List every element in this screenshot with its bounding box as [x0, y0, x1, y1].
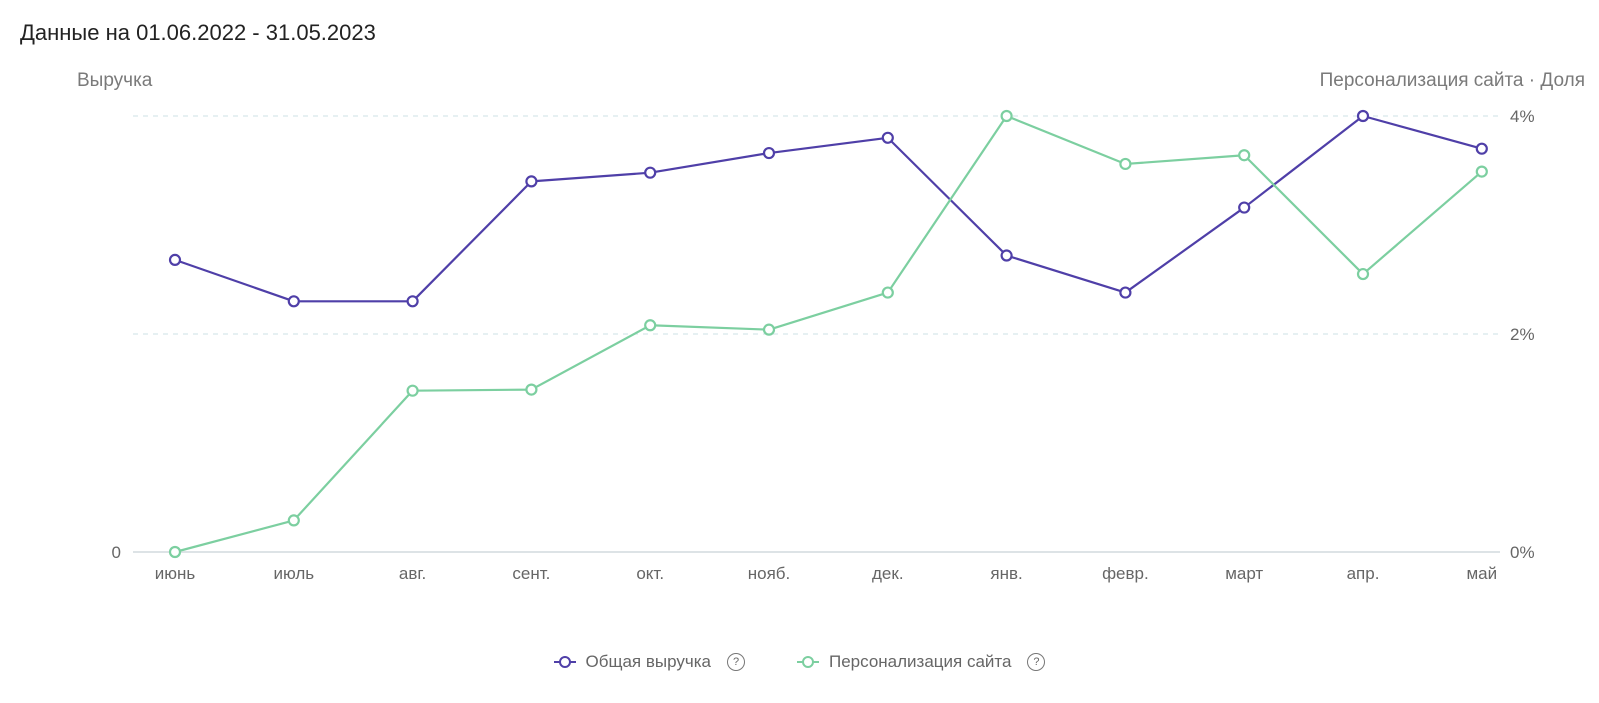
grid-layer	[133, 115, 1500, 553]
right-tick-label: 4%	[1510, 107, 1535, 126]
data-point-personalization[interactable]	[762, 323, 776, 336]
legend-label-revenue: Общая выручка	[585, 652, 711, 671]
data-point-revenue[interactable]	[881, 131, 894, 144]
legend-item-personalization[interactable]: Персонализация сайта ?	[797, 652, 1046, 672]
legend: Общая выручка ? Персонализация сайта ?	[0, 652, 1599, 672]
left-tick-label: 0	[112, 543, 121, 562]
data-point-personalization[interactable]	[168, 545, 182, 559]
data-point-revenue[interactable]	[762, 146, 776, 160]
data-point-revenue[interactable]	[1475, 142, 1488, 155]
series-line-revenue	[174, 114, 1483, 303]
x-tick-label: сент.	[512, 564, 550, 583]
legend-personalization-marker-icon	[797, 656, 819, 668]
x-tick-label: май	[1466, 564, 1497, 583]
x-tick-label: июнь	[155, 564, 196, 583]
page-title: Данные на 01.06.2022 - 31.05.2023	[20, 20, 376, 45]
data-point-revenue[interactable]	[525, 175, 538, 188]
x-tick-label: дек.	[872, 564, 904, 583]
x-tick-label: окт.	[636, 564, 664, 583]
x-tick-label: апр.	[1347, 564, 1380, 583]
data-point-revenue[interactable]	[1238, 201, 1251, 214]
x-tick-label: март	[1225, 564, 1263, 583]
x-tick-label: авг.	[399, 564, 426, 583]
data-point-revenue[interactable]	[1000, 249, 1013, 262]
data-point-personalization[interactable]	[1119, 157, 1132, 171]
data-point-personalization[interactable]	[1000, 109, 1013, 123]
data-point-personalization[interactable]	[525, 383, 538, 396]
help-icon[interactable]: ?	[727, 653, 745, 671]
data-point-revenue[interactable]	[287, 295, 300, 308]
tick-layer: 0% 2% 4% 0 июнь июль авг. сент. окт. нояб. дек. янв…	[112, 107, 1535, 583]
series-layer	[168, 109, 1488, 559]
data-point-personalization[interactable]	[287, 514, 300, 527]
data-point-revenue[interactable]	[1119, 286, 1132, 299]
right-tick-label: 2%	[1510, 325, 1535, 344]
series-line-personalization	[174, 114, 1483, 554]
legend-revenue-marker-icon	[553, 656, 576, 668]
x-tick-label: нояб.	[748, 564, 791, 583]
data-point-personalization[interactable]	[1475, 165, 1488, 178]
right-axis-title: Персонализация сайта · Доля	[1319, 70, 1585, 91]
right-tick-label: 0%	[1510, 543, 1535, 562]
legend-label-personalization: Персонализация сайта	[829, 652, 1012, 671]
data-point-revenue[interactable]	[1356, 109, 1370, 123]
help-icon[interactable]: ?	[1027, 653, 1046, 671]
line-chart: 0% 2% 4% 0 июнь июль авг. сент. окт. нояб. дек. янв…	[112, 107, 1535, 583]
left-axis-title: Выручка	[77, 70, 153, 91]
x-tick-label: июль	[273, 564, 314, 583]
data-point-revenue[interactable]	[406, 295, 419, 308]
data-point-personalization[interactable]	[881, 286, 894, 299]
x-tick-label: февр.	[1102, 564, 1149, 583]
data-point-personalization[interactable]	[644, 319, 657, 332]
data-point-personalization[interactable]	[406, 384, 419, 397]
x-tick-label: янв.	[990, 564, 1022, 583]
data-point-revenue[interactable]	[168, 253, 182, 266]
legend-item-revenue[interactable]: Общая выручка ?	[553, 652, 745, 672]
data-point-personalization[interactable]	[1238, 149, 1251, 162]
data-point-personalization[interactable]	[1356, 267, 1370, 281]
data-point-revenue[interactable]	[644, 166, 657, 179]
